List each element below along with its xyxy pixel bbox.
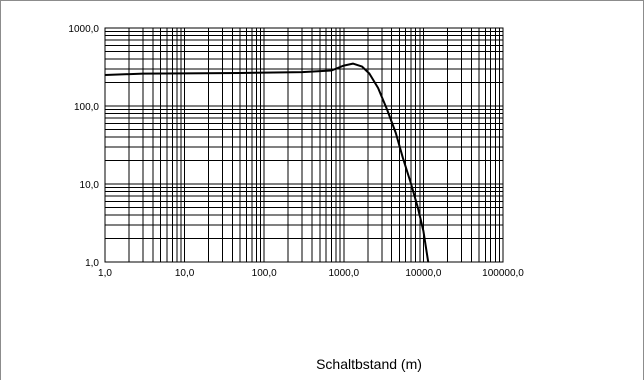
data-point xyxy=(263,72,265,74)
x-tick-label: 10,0 xyxy=(175,268,195,279)
data-point xyxy=(352,62,354,65)
data-point xyxy=(368,73,371,75)
data-point xyxy=(239,72,241,74)
y-tick-labels: 1,0 10,0 100,0 1000,0 xyxy=(68,24,99,269)
data-point xyxy=(402,156,404,158)
data-point xyxy=(410,183,412,185)
data-point xyxy=(301,71,303,73)
plot-area xyxy=(104,27,504,263)
x-axis-title: Schaltbstand (m) xyxy=(316,356,422,372)
data-point xyxy=(343,64,345,67)
data-point xyxy=(417,206,419,209)
x-tick-label: 1,0 xyxy=(98,268,112,279)
x-tick-label: 10000,0 xyxy=(405,268,442,279)
data-point xyxy=(142,73,144,75)
y-tick-label: 1,0 xyxy=(85,258,99,269)
x-tick-label: 100,0 xyxy=(252,268,277,279)
data-point xyxy=(104,74,106,76)
data-point xyxy=(422,230,424,232)
data-point xyxy=(427,261,429,263)
y-tick-label: 100,0 xyxy=(74,102,99,113)
series-layer xyxy=(104,62,430,263)
y-tick-label: 1000,0 xyxy=(68,24,99,35)
x-tick-labels: 1,0 10,0 100,0 1000,0 10000,0 100000,0 xyxy=(98,268,524,279)
data-point xyxy=(330,69,333,72)
data-point xyxy=(361,65,363,68)
data-point xyxy=(184,72,186,74)
y-tick-label: 10,0 xyxy=(80,180,100,191)
data-point xyxy=(386,108,388,111)
x-tick-label: 100000,0 xyxy=(482,268,524,279)
x-tick-label: 1000,0 xyxy=(329,268,360,279)
data-point xyxy=(395,132,397,134)
data-point xyxy=(377,87,379,89)
grid xyxy=(104,27,504,263)
